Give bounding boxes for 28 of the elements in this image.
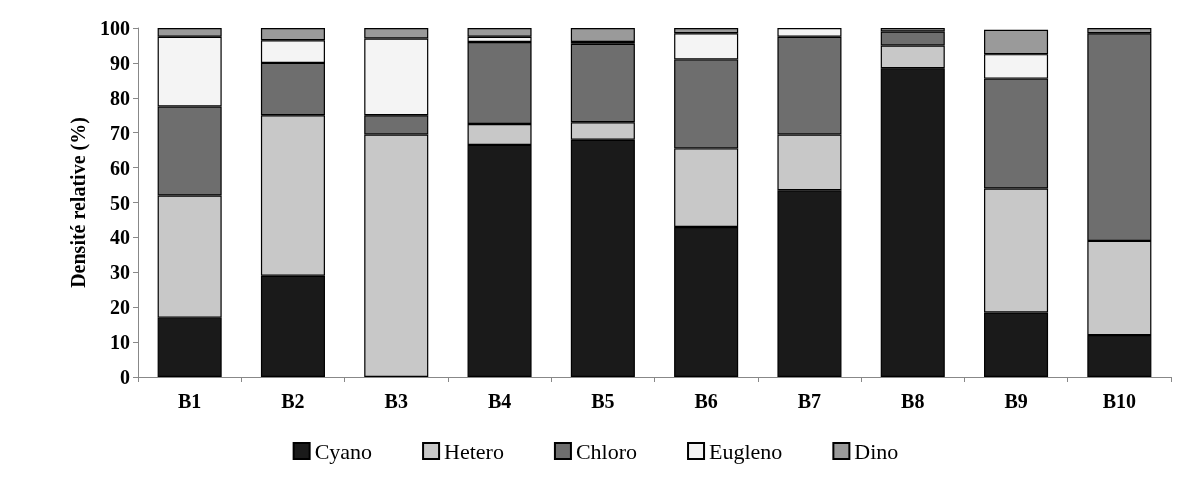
x-tick-label: B5 bbox=[591, 390, 615, 412]
y-tick-label: 70 bbox=[110, 121, 130, 144]
x-tick-label: B3 bbox=[384, 390, 408, 412]
x-tick-label: B2 bbox=[281, 390, 305, 412]
x-tick-label: B10 bbox=[1102, 390, 1137, 412]
y-axis-title: Densité relative (%) bbox=[67, 117, 90, 288]
x-tick-label: B8 bbox=[901, 390, 925, 412]
y-tick-label: 100 bbox=[100, 17, 130, 39]
x-tick-label: B4 bbox=[487, 390, 512, 412]
legend-label: Hetero bbox=[444, 438, 504, 464]
x-tick-label: B6 bbox=[694, 390, 718, 412]
legend-label: Cyano bbox=[314, 438, 373, 464]
legend-label: Eugleno bbox=[709, 438, 783, 464]
x-tick-label: B1 bbox=[177, 390, 202, 412]
bar bbox=[570, 28, 635, 42]
y-tick-label: 80 bbox=[110, 86, 130, 109]
y-tick-label: 10 bbox=[110, 331, 130, 354]
y-tick-label: 40 bbox=[110, 226, 130, 249]
legend-label: Dino bbox=[854, 438, 899, 464]
y-tick-label: 0 bbox=[120, 366, 130, 388]
y-tick-label: 90 bbox=[110, 51, 130, 74]
y-tick-label: 60 bbox=[110, 156, 130, 179]
y-tick-label: 20 bbox=[110, 296, 130, 319]
x-tick-label: B7 bbox=[797, 390, 822, 412]
y-tick-label: 50 bbox=[110, 191, 130, 214]
y-tick-label: 30 bbox=[110, 261, 130, 284]
legend-label: Chloro bbox=[575, 438, 638, 464]
x-tick-label: B9 bbox=[1004, 390, 1028, 412]
